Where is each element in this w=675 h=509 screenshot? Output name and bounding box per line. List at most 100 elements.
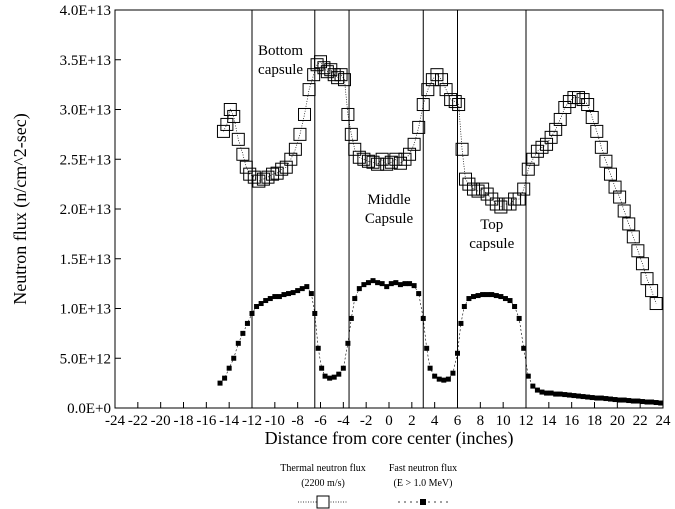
x-tick-label: 8 xyxy=(477,413,485,429)
fast-point xyxy=(309,291,314,296)
fast-point xyxy=(471,294,476,299)
fast-point xyxy=(412,283,417,288)
fast-point xyxy=(658,401,663,406)
fast-point xyxy=(494,293,499,298)
fast-point xyxy=(558,392,563,397)
fast-point xyxy=(437,377,442,382)
thermal-point xyxy=(294,128,306,140)
x-tick-label: 12 xyxy=(519,413,534,429)
thermal-point xyxy=(237,148,249,160)
fast-point xyxy=(295,288,300,293)
thermal-point xyxy=(627,231,639,243)
fast-point xyxy=(319,366,324,371)
fast-point xyxy=(446,377,451,382)
thermal-point xyxy=(600,155,612,167)
fast-point xyxy=(402,281,407,286)
fast-point xyxy=(432,374,437,379)
x-tick-label: -8 xyxy=(291,413,304,429)
fast-point xyxy=(341,366,346,371)
x-axis-label: Distance from core center (inches) xyxy=(265,428,514,449)
fast-point xyxy=(389,281,394,286)
fast-point xyxy=(622,398,627,403)
fast-point xyxy=(222,376,227,381)
thermal-point xyxy=(641,273,653,285)
x-tick-label: 18 xyxy=(587,413,602,429)
fast-point xyxy=(291,290,296,295)
thermal-point xyxy=(299,108,311,120)
fast-point xyxy=(268,296,273,301)
fast-point xyxy=(424,346,429,351)
fast-point xyxy=(250,311,255,316)
fast-point xyxy=(361,282,366,287)
thermal-point xyxy=(390,153,402,165)
fast-point xyxy=(263,298,268,303)
legend-marker-fast xyxy=(420,499,426,505)
fast-point xyxy=(617,398,622,403)
fast-point xyxy=(517,316,522,321)
fast-point xyxy=(428,366,433,371)
fast-point xyxy=(654,400,659,405)
fast-point xyxy=(277,294,282,299)
plot-area-frame xyxy=(115,10,663,408)
thermal-point xyxy=(595,141,607,153)
fast-point xyxy=(640,399,645,404)
fast-point xyxy=(562,392,567,397)
x-tick-label: -10 xyxy=(265,413,285,429)
fast-point xyxy=(398,282,403,287)
thermal-point xyxy=(623,218,635,230)
y-axis-label: Neutron flux (n/cm^2-sec) xyxy=(10,113,31,304)
fast-point xyxy=(286,291,291,296)
y-tick-label: 5.0E+12 xyxy=(60,351,111,367)
fast-point xyxy=(613,397,618,402)
fast-point xyxy=(259,301,264,306)
fast-point xyxy=(466,296,471,301)
fast-point xyxy=(345,341,350,346)
x-tick-label: 16 xyxy=(564,413,580,429)
x-axis-ticks: -24 -22 -20 -18 -16 -14 -12 -10 -8 -6 -4 -2 0 2 4 6 8 10 1… xyxy=(105,402,671,429)
legend: Thermal neutron flux (2200 m/s)Fast neutr… xyxy=(280,463,457,508)
fast-point xyxy=(357,286,362,291)
fast-point xyxy=(567,393,572,398)
capsule-label: Top capsule xyxy=(469,217,514,252)
x-tick-label: -22 xyxy=(128,413,148,429)
fast-point xyxy=(476,293,481,298)
fast-point xyxy=(380,281,385,286)
legend-marker-thermal xyxy=(317,496,329,508)
thermal-point xyxy=(394,157,406,169)
fast-point xyxy=(599,396,604,401)
fast-point xyxy=(521,346,526,351)
thermal-point xyxy=(531,145,543,157)
fast-point xyxy=(512,304,517,309)
thermal-point xyxy=(646,285,658,297)
x-tick-label: 0 xyxy=(385,413,393,429)
fast-point xyxy=(535,388,540,393)
x-tick-label: -6 xyxy=(314,413,327,429)
x-tick-label: 2 xyxy=(408,413,416,429)
y-tick-label: 1.0E+13 xyxy=(60,302,111,318)
fast-point xyxy=(375,280,380,285)
legend-label: Fast neutron flux (E > 1.0 MeV) xyxy=(389,463,457,489)
fast-point xyxy=(316,346,321,351)
fast-point xyxy=(336,372,341,377)
x-tick-label: -2 xyxy=(360,413,373,429)
x-tick-label: -18 xyxy=(174,413,194,429)
fast-point xyxy=(498,294,503,299)
fast-point xyxy=(544,391,549,396)
fast-point xyxy=(218,381,223,386)
fast-point xyxy=(245,321,250,326)
x-tick-label: -20 xyxy=(151,413,171,429)
fast-point xyxy=(371,278,376,283)
y-tick-label: 1.5E+13 xyxy=(60,252,111,268)
fast-point xyxy=(272,294,277,299)
fast-point xyxy=(312,311,317,316)
fast-point xyxy=(458,321,463,326)
thermal-series-line xyxy=(223,62,656,304)
fast-point xyxy=(508,298,513,303)
x-tick-label: 20 xyxy=(610,413,625,429)
x-tick-label: 4 xyxy=(431,413,439,429)
x-tick-label: -12 xyxy=(242,413,262,429)
fast-point xyxy=(407,281,412,286)
fast-point xyxy=(384,284,389,289)
fast-point xyxy=(526,374,531,379)
